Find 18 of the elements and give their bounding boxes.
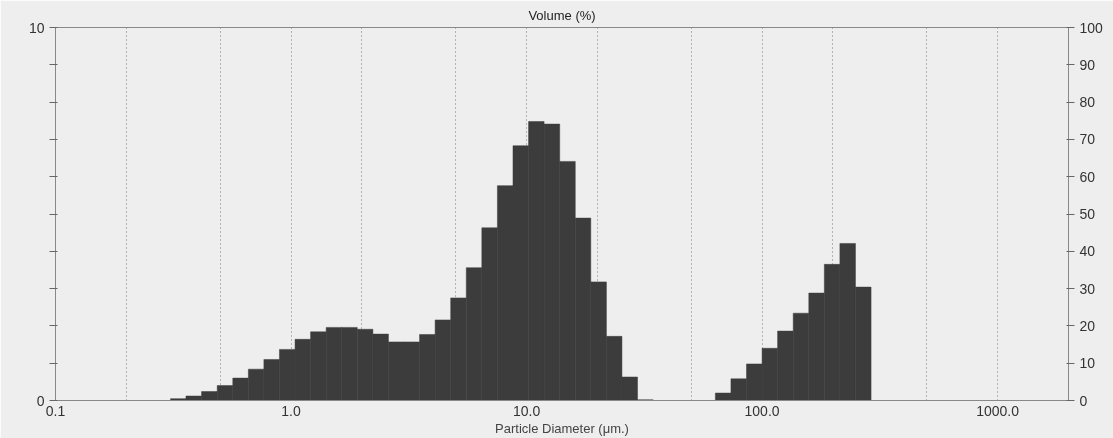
y2-tick-label: 10 <box>1079 355 1096 372</box>
y2-tick-label: 80 <box>1079 94 1096 111</box>
x-axis-title: Particle Diameter (μm.) <box>495 420 629 436</box>
y2-tick-label: 40 <box>1079 243 1096 260</box>
x-tick-label: 10.0 <box>512 402 541 419</box>
y2-tick-label: 60 <box>1079 168 1096 185</box>
x-tick-label: 100.0 <box>744 402 780 419</box>
y2-tick-label: 30 <box>1079 280 1096 297</box>
y2-tick-label: 90 <box>1079 56 1096 73</box>
y2-tick-label: 20 <box>1079 317 1096 334</box>
y2-tick-label: 50 <box>1079 206 1096 222</box>
y2-tick-label: 100 <box>1079 19 1104 36</box>
x-tick-label: 0.1 <box>45 402 66 419</box>
x-tick-label: 1000.0 <box>976 402 1020 419</box>
y2-tick-label: 0 <box>1079 392 1088 409</box>
y2-tick-label: 70 <box>1079 131 1096 148</box>
chart-title: Volume (%) <box>528 7 596 23</box>
x-tick-label: 1.0 <box>281 402 301 419</box>
